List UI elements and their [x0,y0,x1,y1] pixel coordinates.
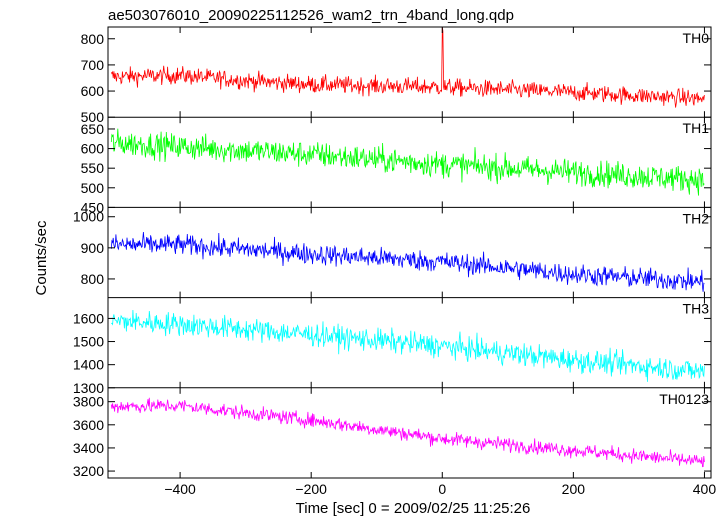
y-tick-label: 500 [81,180,105,196]
y-tick-label: 800 [81,271,105,287]
x-tick-label: 400 [693,481,717,497]
series-line-th0123 [110,397,705,468]
series-line-th2 [110,231,705,292]
series-line-th3 [111,309,705,382]
y-tick-label: 550 [81,160,105,176]
y-tick-label: 3400 [73,440,104,456]
y-tick-label: 650 [81,121,105,137]
x-axis-label: Time [sec] 0 = 2009/02/25 11:25:26 [296,500,531,516]
y-tick-label: 3800 [73,394,104,410]
panel-label-th3: TH3 [683,301,710,317]
x-tick-label: −400 [164,481,196,497]
x-tick-label: 200 [562,481,586,497]
y-tick-label: 1500 [73,334,104,350]
y-tick-label: 3600 [73,417,104,433]
y-axis-label: Counts/sec [33,220,50,296]
y-tick-label: 700 [81,57,105,73]
plot-frame [107,26,712,479]
y-tick-label: 600 [81,83,105,99]
y-tick-label: 1000 [73,209,104,225]
series-line-th1 [110,128,705,196]
y-tick-label: 500 [81,109,105,125]
x-tick-label: −200 [295,481,327,497]
panel-label-th2: TH2 [683,210,710,226]
y-tick-label: 1400 [73,357,104,373]
panel-label-th0: TH0 [683,30,710,46]
y-tick-label: 450 [81,199,105,215]
y-tick-label: 3200 [73,463,104,479]
series-line-th0 [110,27,705,108]
x-tick-label: 0 [438,481,446,497]
panel-label-th0123: TH0123 [659,391,709,407]
y-tick-label: 800 [81,31,105,47]
y-tick-label: 1600 [73,310,104,326]
panel-label-th1: TH1 [683,120,710,136]
chart-title: ae503076010_20090225112526_wam2_trn_4ban… [108,7,514,24]
y-tick-label: 1300 [73,380,104,396]
y-tick-label: 600 [81,141,105,157]
y-tick-label: 900 [81,240,105,256]
chart-panels: 500 600 700 800 TH0 450 500 550 600 650 TH1 800 900 1… [73,27,716,497]
